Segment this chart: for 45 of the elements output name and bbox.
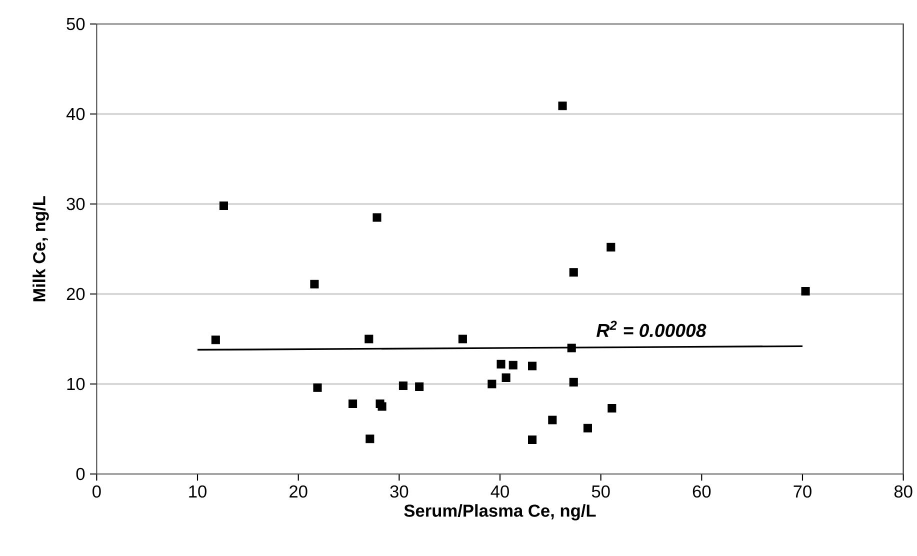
point bbox=[458, 334, 467, 344]
point bbox=[567, 344, 576, 352]
point bbox=[378, 402, 386, 411]
point bbox=[415, 382, 424, 391]
point bbox=[801, 287, 810, 296]
x-tick-label: 50 bbox=[592, 485, 610, 498]
y-axis-title: Milk Ce, ng/L bbox=[32, 196, 49, 302]
point bbox=[528, 436, 537, 444]
point bbox=[348, 400, 358, 408]
point bbox=[364, 334, 374, 344]
x-tick-label: 70 bbox=[794, 485, 812, 498]
point bbox=[496, 360, 506, 368]
x-tick-label: 0 bbox=[92, 485, 101, 498]
point bbox=[569, 268, 578, 277]
point bbox=[583, 424, 592, 432]
x-tick-label: 10 bbox=[189, 485, 206, 498]
point bbox=[488, 380, 496, 388]
y-tick-label: 20 bbox=[66, 288, 85, 300]
point bbox=[366, 434, 374, 444]
annotation: R$^{2}$ = 0.00008 bbox=[596, 320, 706, 338]
point bbox=[313, 383, 322, 392]
y-tick-label: 30 bbox=[66, 198, 85, 210]
point bbox=[211, 336, 220, 344]
y-tick-label: 40 bbox=[66, 108, 85, 120]
x-tick-label: 20 bbox=[290, 485, 308, 498]
x-tick-label: 40 bbox=[490, 485, 509, 498]
point bbox=[372, 213, 382, 222]
y-tick-label: 0 bbox=[76, 468, 85, 480]
point bbox=[502, 373, 510, 382]
point bbox=[310, 280, 319, 288]
point bbox=[398, 382, 408, 390]
point bbox=[508, 360, 518, 370]
point bbox=[606, 242, 616, 252]
x-tick-label: 80 bbox=[894, 485, 912, 498]
point bbox=[569, 378, 578, 386]
y-tick-label: 50 bbox=[66, 18, 85, 30]
x-tick-label: 60 bbox=[692, 485, 711, 498]
x-tick-label: 30 bbox=[390, 485, 408, 498]
point bbox=[219, 202, 228, 210]
point bbox=[528, 362, 537, 370]
point bbox=[548, 416, 557, 424]
point bbox=[608, 404, 616, 413]
point bbox=[558, 102, 567, 110]
y-tick-label: 10 bbox=[67, 378, 85, 390]
x-axis-title: Serum/Plasma Ce, ng/L bbox=[404, 504, 596, 520]
